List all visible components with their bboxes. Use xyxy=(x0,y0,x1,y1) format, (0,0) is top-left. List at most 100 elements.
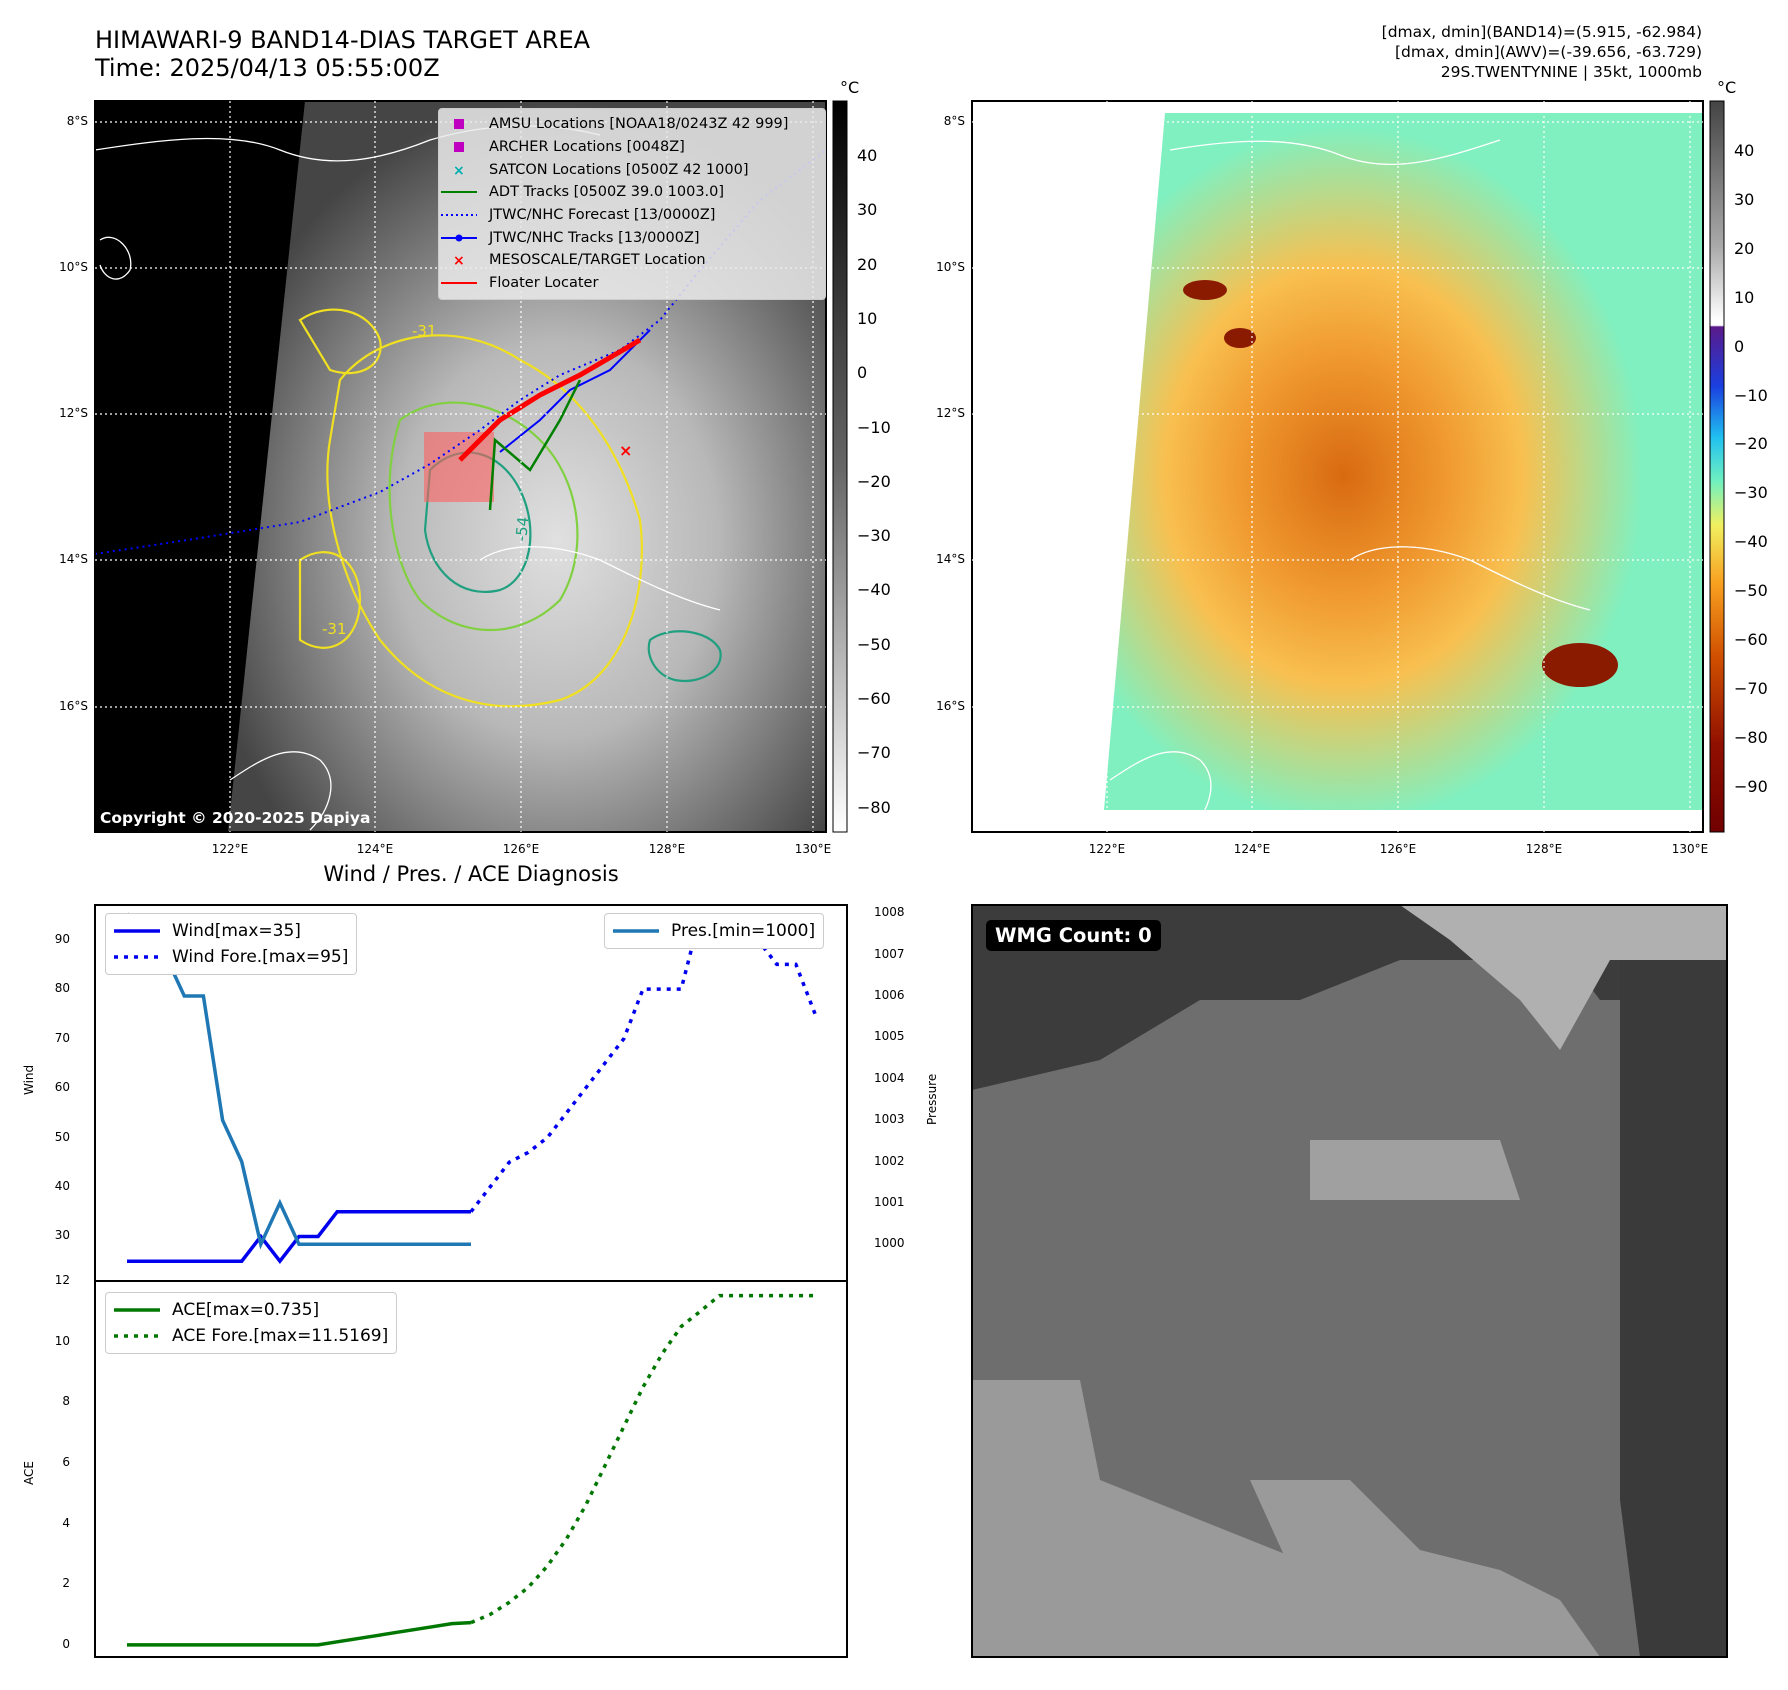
gray-colorbar-tick: 30 xyxy=(857,200,878,220)
map2-lon-label: 130°E xyxy=(1671,842,1709,856)
ace-tick-label: 6 xyxy=(62,1454,70,1469)
ace-legend-label: ACE[max=0.735] xyxy=(172,1300,320,1320)
pressure-series-line xyxy=(125,912,471,1250)
pressure-tick-label: 1002 xyxy=(874,1153,905,1168)
wind-tick-label: 90 xyxy=(54,931,70,946)
wmg-count-badge: WMG Count: 0 xyxy=(986,920,1161,951)
gray-colorbar-tick: −30 xyxy=(857,526,891,546)
dotted-line-icon xyxy=(441,209,477,221)
map1-lat-label: 10°S xyxy=(59,260,88,274)
contour-label: -31 xyxy=(412,322,437,340)
map-legend-item: × MESOSCALE/TARGET Location xyxy=(441,249,823,272)
map-legend-label: ADT Tracks [0500Z 39.0 1003.0] xyxy=(489,184,725,201)
ace-tick-label: 0 xyxy=(62,1636,70,1651)
color-colorbar-tick: −70 xyxy=(1734,678,1768,698)
svg-text:×: × xyxy=(619,441,632,460)
wind-forecast-series-line xyxy=(469,913,817,1213)
color-colorbar-tick: −90 xyxy=(1734,776,1768,796)
map-legend: AMSU Locations [NOAA18/0243Z 42 999] ARCH… xyxy=(438,108,826,300)
map2-lon-label: 128°E xyxy=(1525,842,1563,856)
color-colorbar-tick: −30 xyxy=(1734,483,1768,503)
ace-tick-label: 10 xyxy=(54,1333,70,1348)
stats-header: [dmax, dmin](BAND14)=(5.915, -62.984) [d… xyxy=(1382,22,1702,82)
ace-axis-label: ACE xyxy=(22,1461,36,1485)
ace-tick-label: 4 xyxy=(62,1515,70,1530)
square-marker-icon xyxy=(441,141,477,153)
map2-lon-label: 122°E xyxy=(1088,842,1126,856)
color-colorbar-tick: −50 xyxy=(1734,581,1768,601)
map1-lon-label: 128°E xyxy=(648,842,686,856)
color-colorbar-tick: −20 xyxy=(1734,434,1768,454)
color-colorbar-tick: 40 xyxy=(1734,141,1755,160)
color-colorbar-tick: −10 xyxy=(1734,385,1768,405)
pressure-axis-label: Pressure xyxy=(925,1073,939,1125)
wind-axis-label: Wind xyxy=(22,1064,36,1095)
wind-tick-label: 50 xyxy=(54,1129,70,1144)
pressure-tick-label: 1007 xyxy=(874,946,905,961)
map-legend-label: Floater Locater xyxy=(489,275,599,292)
map1-lon-label: 124°E xyxy=(356,842,394,856)
map1-lon-label: 122°E xyxy=(211,842,249,856)
wmg-frame xyxy=(971,904,1728,1658)
color-colorbar-tick: −40 xyxy=(1734,532,1768,552)
map-legend-label: ARCHER Locations [0048Z] xyxy=(489,139,685,156)
stats-line-2: [dmax, dmin](AWV)=(-39.656, -63.729) xyxy=(1395,43,1702,61)
map2-lat-label: 14°S xyxy=(936,552,965,566)
gray-colorbar-tick: 40 xyxy=(857,146,878,165)
wind-tick-label: 60 xyxy=(54,1080,70,1095)
gray-colorbar-tick: 20 xyxy=(857,254,878,274)
title-line-1: HIMAWARI-9 BAND14-DIAS TARGET AREA xyxy=(95,26,591,54)
square-marker-icon xyxy=(441,118,477,130)
svg-text:×: × xyxy=(453,254,465,266)
awv-map-image xyxy=(972,101,1703,832)
ace-forecast-legend-label: ACE Fore.[max=11.5169] xyxy=(172,1326,389,1346)
map-legend-label: MESOSCALE/TARGET Location xyxy=(489,252,706,269)
gray-colorbar-tick: −60 xyxy=(857,689,891,708)
map1-lon-label: 126°E xyxy=(502,842,540,856)
pressure-tick-label: 1005 xyxy=(874,1029,905,1044)
line-dot-icon xyxy=(441,232,477,244)
ace-forecast-series-line xyxy=(470,1293,815,1625)
pressure-tick-label: 1003 xyxy=(874,1112,905,1127)
color-colorbar-tick: −80 xyxy=(1734,727,1768,747)
ace-tick-label: 2 xyxy=(62,1576,70,1591)
wind-tick-label: 80 xyxy=(54,981,70,996)
ace-tick-label: 8 xyxy=(62,1394,70,1409)
map-legend-label: AMSU Locations [NOAA18/0243Z 42 999] xyxy=(489,116,789,133)
map-legend-item: ARCHER Locations [0048Z] xyxy=(441,136,823,159)
figure-title: HIMAWARI-9 BAND14-DIAS TARGET AREA Time:… xyxy=(95,26,590,82)
gray-colorbar-tick: −40 xyxy=(857,580,891,600)
stats-line-1: [dmax, dmin](BAND14)=(5.915, -62.984) xyxy=(1381,23,1702,41)
gray-colorbar-tick: 10 xyxy=(857,308,878,328)
pressure-tick-label: 1008 xyxy=(874,905,905,920)
svg-text:×: × xyxy=(453,164,465,176)
map2-frame xyxy=(971,100,1704,833)
gray-colorbar-tick: −20 xyxy=(857,471,891,491)
wind-tick-label: 70 xyxy=(54,1030,70,1045)
map-legend-item: AMSU Locations [NOAA18/0243Z 42 999] xyxy=(441,113,823,136)
map1-lat-label: 14°S xyxy=(59,552,88,566)
stats-line-3: 29S.TWENTYNINE | 35kt, 1000mb xyxy=(1440,63,1702,81)
wind-tick-label: 30 xyxy=(54,1228,70,1243)
map-gridlines xyxy=(95,101,1703,832)
x-marker-icon: × xyxy=(441,254,477,266)
x-marker-icon: × xyxy=(441,164,477,176)
map2-lon-label: 126°E xyxy=(1379,842,1417,856)
pressure-tick-label: 1000 xyxy=(874,1236,905,1251)
line-icon xyxy=(441,277,477,289)
gray-colorbar xyxy=(832,100,848,833)
map-legend-item: ADT Tracks [0500Z 39.0 1003.0] xyxy=(441,181,823,204)
map2-lat-label: 10°S xyxy=(936,260,965,274)
gray-colorbar-tick: −50 xyxy=(857,634,891,654)
map2-lon-label: 124°E xyxy=(1233,842,1271,856)
contour-label: -31 xyxy=(322,620,347,638)
copyright-text: Copyright © 2020-2025 Dapiya xyxy=(100,809,371,827)
map-legend-item: Floater Locater xyxy=(441,272,823,295)
color-colorbar-tick: 30 xyxy=(1734,189,1755,209)
pressure-tick-label: 1006 xyxy=(874,988,905,1003)
pressure-legend: Pres.[min=1000] xyxy=(604,913,825,949)
pressure-legend-label: Pres.[min=1000] xyxy=(671,921,816,941)
wmg-image xyxy=(972,905,1727,1657)
map1-lat-label: 8°S xyxy=(66,114,88,128)
map-legend-label: JTWC/NHC Forecast [13/0000Z] xyxy=(489,207,716,224)
